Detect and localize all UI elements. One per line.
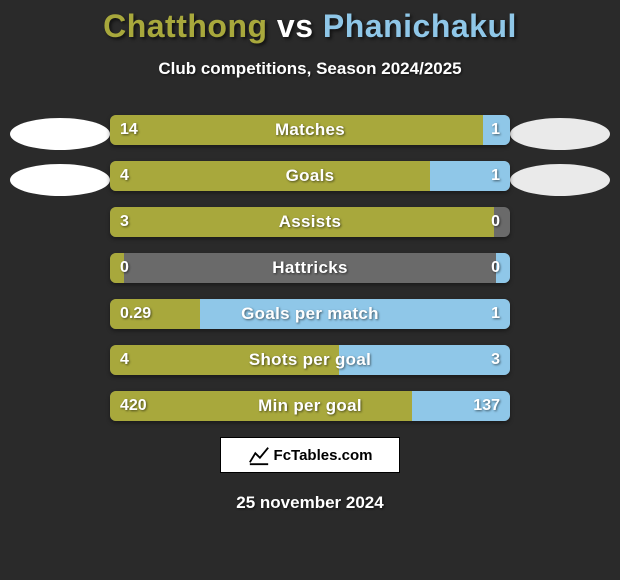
stat-value-left: 3: [120, 207, 129, 237]
stat-value-left: 14: [120, 115, 138, 145]
stat-value-right: 0: [491, 253, 500, 283]
stat-value-left: 4: [120, 161, 129, 191]
title-player-left: Chatthong: [103, 8, 267, 44]
stat-value-left: 0: [120, 253, 129, 283]
avatar-left-head: [10, 118, 110, 150]
stat-label: Matches: [110, 115, 510, 145]
stat-row: Hattricks0 0: [110, 253, 510, 283]
stat-row: Goals per match0.29 1: [110, 299, 510, 329]
stat-value-left: 0.29: [120, 299, 151, 329]
stat-label: Shots per goal: [110, 345, 510, 375]
avatar-right-body: [510, 164, 610, 196]
avatar-right-head: [510, 118, 610, 150]
stat-value-left: 4: [120, 345, 129, 375]
stat-value-left: 420: [120, 391, 147, 421]
chart-icon: [248, 444, 270, 466]
stat-value-right: 3: [491, 345, 500, 375]
comparison-bars: Matches141Goals41Assists30Hattricks00Goa…: [110, 115, 510, 421]
footer-logo: FcTables.com: [220, 437, 400, 473]
stat-row: Matches14 1: [110, 115, 510, 145]
stat-row: Min per goal420 137: [110, 391, 510, 421]
stat-row: Shots per goal4 3: [110, 345, 510, 375]
subtitle: Club competitions, Season 2024/2025: [0, 59, 620, 79]
stat-label: Min per goal: [110, 391, 510, 421]
stat-value-right: 137: [473, 391, 500, 421]
stat-value-right: 0: [491, 207, 500, 237]
stat-label: Goals per match: [110, 299, 510, 329]
stat-value-right: 1: [491, 299, 500, 329]
stat-label: Goals: [110, 161, 510, 191]
stat-value-right: 1: [491, 161, 500, 191]
title-player-right: Phanichakul: [323, 8, 517, 44]
stat-label: Assists: [110, 207, 510, 237]
stat-label: Hattricks: [110, 253, 510, 283]
stat-row: Goals4 1: [110, 161, 510, 191]
avatar-left: [10, 118, 110, 210]
avatar-right: [510, 118, 610, 210]
footer-brand-text: FcTables.com: [274, 447, 373, 464]
avatar-left-body: [10, 164, 110, 196]
page-title: Chatthong vs Phanichakul: [0, 0, 620, 45]
stat-row: Assists3 0: [110, 207, 510, 237]
footer-date: 25 november 2024: [0, 493, 620, 513]
stat-value-right: 1: [491, 115, 500, 145]
title-vs: vs: [277, 8, 314, 44]
